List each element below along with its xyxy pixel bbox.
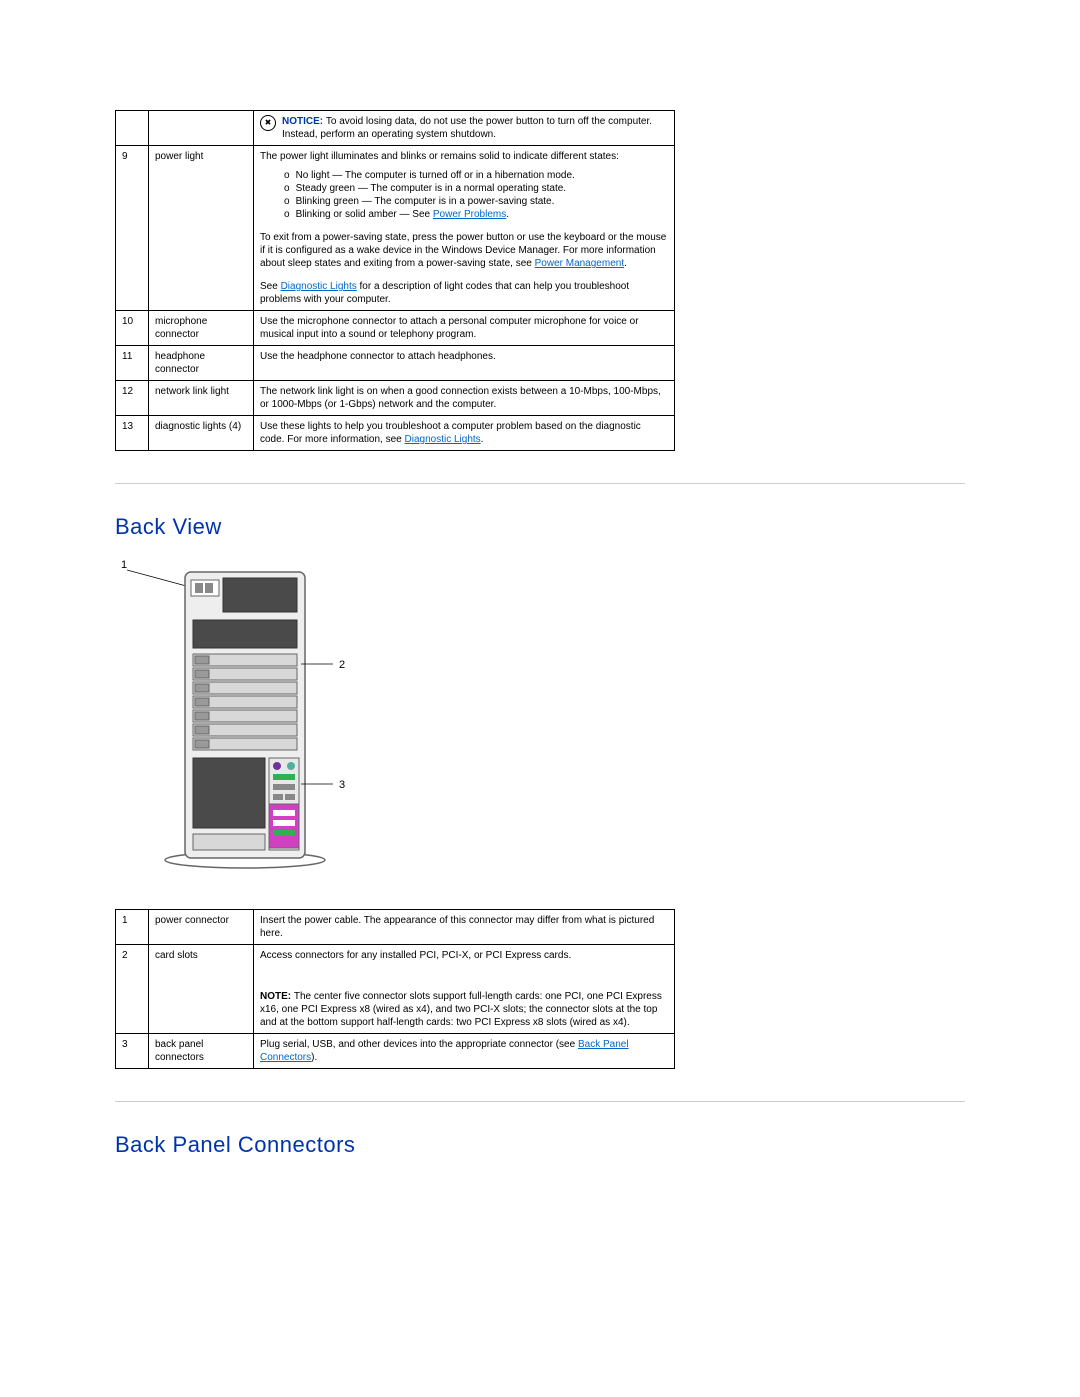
cell-label: network link light — [149, 381, 254, 416]
table-row: ✖ NOTICE: To avoid losing data, do not u… — [116, 111, 675, 146]
cell-num: 12 — [116, 381, 149, 416]
cell-label: diagnostic lights (4) — [149, 416, 254, 451]
notice-text: To avoid losing data, do not use the pow… — [282, 116, 652, 140]
table-row: 13 diagnostic lights (4) Use these light… — [116, 416, 675, 451]
cell-num: 13 — [116, 416, 149, 451]
power-problems-link[interactable]: Power Problems — [433, 209, 506, 220]
callout-3-label: 3 — [339, 779, 345, 791]
power-management-link[interactable]: Power Management — [535, 258, 625, 269]
cell-num: 3 — [116, 1034, 149, 1069]
card-slots-text: Access connectors for any installed PCI,… — [260, 949, 668, 962]
cell-num: 2 — [116, 945, 149, 1034]
diagnostic-lights-link[interactable]: Diagnostic Lights — [281, 281, 357, 292]
cell-desc: The network link light is on when a good… — [254, 381, 675, 416]
cell-num: 11 — [116, 346, 149, 381]
cell-desc: Use the headphone connector to attach he… — [254, 346, 675, 381]
diagnostic-lights-link-2[interactable]: Diagnostic Lights — [405, 434, 481, 445]
back-view-table: 1 power connector Insert the power cable… — [115, 909, 675, 1069]
table-row: 2 card slots Access connectors for any i… — [116, 945, 675, 1034]
list-item: Blinking or solid amber — See Power Prob… — [284, 208, 668, 221]
cell-num: 1 — [116, 910, 149, 945]
cell-desc: The power light illuminates and blinks o… — [254, 146, 675, 311]
cell-num: 9 — [116, 146, 149, 311]
cell-desc: Use these lights to help you troubleshoo… — [254, 416, 675, 451]
cell-label: power connector — [149, 910, 254, 945]
cell-desc: Use the microphone connector to attach a… — [254, 311, 675, 346]
table-row: 11 headphone connector Use the headphone… — [116, 346, 675, 381]
table-row: 12 network link light The network link l… — [116, 381, 675, 416]
back-view-heading: Back View — [115, 514, 965, 540]
cell-label: back panel connectors — [149, 1034, 254, 1069]
table-row: 3 back panel connectors Plug serial, USB… — [116, 1034, 675, 1069]
cell-desc: Access connectors for any installed PCI,… — [254, 945, 675, 1034]
tower-back-svg: 1 — [115, 554, 375, 874]
cell-label: power light — [149, 146, 254, 311]
cell-desc: ✖ NOTICE: To avoid losing data, do not u… — [254, 111, 675, 146]
table-row: 1 power connector Insert the power cable… — [116, 910, 675, 945]
table-row: 10 microphone connector Use the micropho… — [116, 311, 675, 346]
notice-label: NOTICE: — [282, 116, 326, 127]
list-item: Blinking green — The computer is in a po… — [284, 195, 668, 208]
front-components-table: ✖ NOTICE: To avoid losing data, do not u… — [115, 110, 675, 451]
list-item: Steady green — The computer is in a norm… — [284, 182, 668, 195]
card-slots-note: NOTE: The center five connector slots su… — [260, 990, 668, 1029]
page-content: ✖ NOTICE: To avoid losing data, do not u… — [0, 0, 1080, 1252]
cell-desc: Insert the power cable. The appearance o… — [254, 910, 675, 945]
cell-num: 10 — [116, 311, 149, 346]
callout-1-label: 1 — [121, 559, 127, 571]
cell-num — [116, 111, 149, 146]
diag-paragraph: See Diagnostic Lights for a description … — [260, 280, 668, 306]
cell-desc: Plug serial, USB, and other devices into… — [254, 1034, 675, 1069]
cell-label — [149, 111, 254, 146]
exit-paragraph: To exit from a power-saving state, press… — [260, 231, 668, 270]
power-light-states-list: No light — The computer is turned off or… — [284, 169, 668, 221]
back-panel-connectors-heading: Back Panel Connectors — [115, 1132, 965, 1158]
cell-label: microphone connector — [149, 311, 254, 346]
list-item: No light — The computer is turned off or… — [284, 169, 668, 182]
cell-label: headphone connector — [149, 346, 254, 381]
divider — [115, 1101, 965, 1102]
divider — [115, 483, 965, 484]
callout-2-label: 2 — [339, 659, 345, 671]
power-light-intro: The power light illuminates and blinks o… — [260, 150, 668, 163]
cell-label: card slots — [149, 945, 254, 1034]
back-view-diagram: 1 — [115, 554, 675, 879]
notice-icon: ✖ — [260, 115, 276, 131]
table-row: 9 power light The power light illuminate… — [116, 146, 675, 311]
